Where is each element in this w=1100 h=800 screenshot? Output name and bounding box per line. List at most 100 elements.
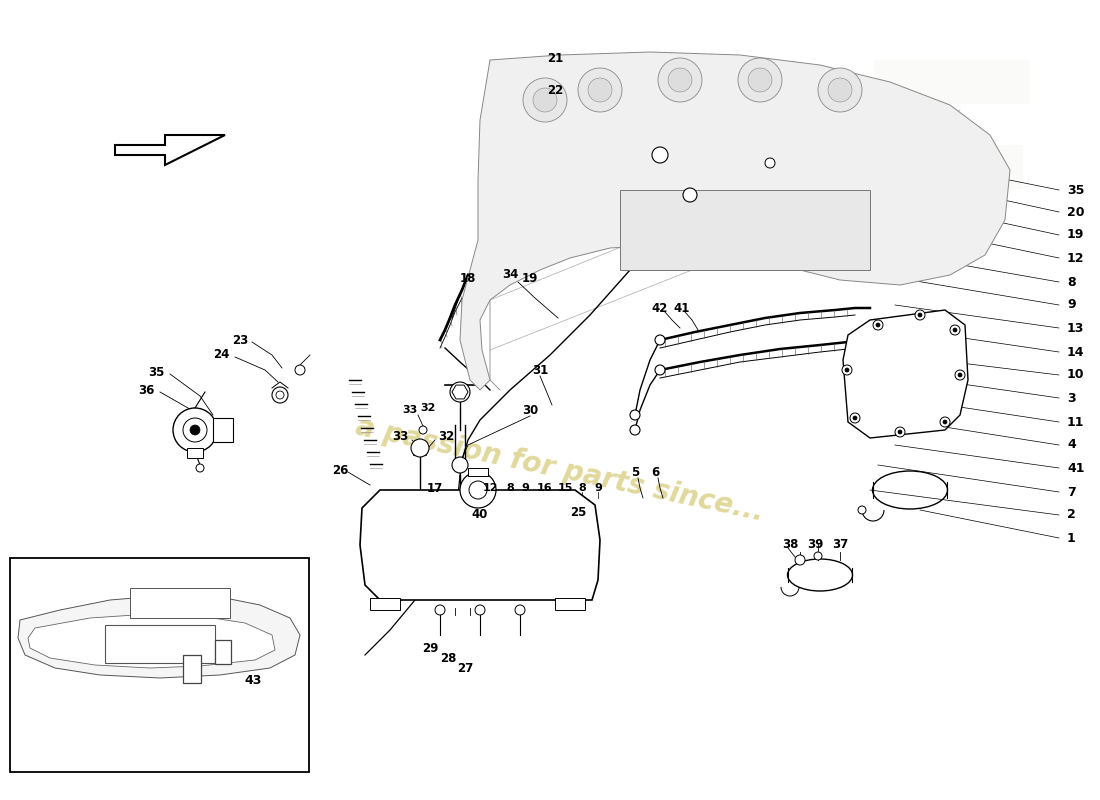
Text: 34: 34: [502, 269, 518, 282]
Text: 42: 42: [652, 302, 668, 314]
Text: 15: 15: [558, 483, 573, 493]
Text: 21: 21: [547, 51, 563, 65]
Circle shape: [764, 158, 776, 168]
Text: 25: 25: [570, 506, 586, 518]
Text: 38: 38: [782, 538, 799, 551]
Circle shape: [958, 373, 962, 377]
Circle shape: [652, 147, 668, 163]
Text: 8: 8: [1067, 275, 1076, 289]
Circle shape: [940, 417, 950, 427]
Circle shape: [630, 425, 640, 435]
Circle shape: [534, 88, 557, 112]
Text: 14: 14: [1067, 346, 1085, 358]
Circle shape: [173, 408, 217, 452]
Text: 6: 6: [651, 466, 659, 478]
Text: 16: 16: [537, 483, 553, 493]
Text: 33: 33: [392, 430, 408, 443]
Text: 32: 32: [438, 430, 454, 443]
Circle shape: [842, 365, 852, 375]
Text: 24: 24: [213, 349, 230, 362]
Text: 31: 31: [532, 363, 548, 377]
Circle shape: [522, 78, 566, 122]
Circle shape: [434, 605, 446, 615]
Circle shape: [515, 605, 525, 615]
Circle shape: [852, 416, 857, 420]
Circle shape: [738, 58, 782, 102]
Text: 27: 27: [456, 662, 473, 674]
Circle shape: [955, 370, 965, 380]
Text: 19: 19: [1067, 229, 1085, 242]
Circle shape: [918, 313, 922, 317]
Circle shape: [668, 68, 692, 92]
Text: 18: 18: [460, 271, 476, 285]
Text: 12: 12: [1067, 251, 1085, 265]
Circle shape: [873, 320, 883, 330]
Text: 33: 33: [403, 405, 418, 415]
Text: 37: 37: [832, 538, 848, 551]
Circle shape: [183, 418, 207, 442]
Circle shape: [795, 555, 805, 565]
Bar: [187, 448, 204, 458]
Circle shape: [876, 323, 880, 327]
Circle shape: [630, 410, 640, 420]
Circle shape: [654, 365, 666, 375]
Circle shape: [578, 68, 621, 112]
Circle shape: [658, 58, 702, 102]
Text: 30: 30: [521, 403, 538, 417]
Bar: [214, 640, 231, 664]
Polygon shape: [843, 310, 968, 438]
Text: 35: 35: [148, 366, 165, 378]
Circle shape: [190, 425, 200, 435]
Circle shape: [898, 430, 902, 434]
Text: 5: 5: [631, 466, 639, 478]
Circle shape: [475, 605, 485, 615]
Text: 32: 32: [420, 403, 436, 413]
Text: 22: 22: [547, 83, 563, 97]
Circle shape: [450, 382, 470, 402]
Bar: [130, 588, 230, 618]
Circle shape: [295, 365, 305, 375]
Circle shape: [748, 68, 772, 92]
Circle shape: [196, 464, 204, 472]
Circle shape: [828, 78, 852, 102]
Text: a passion for parts since...: a passion for parts since...: [353, 413, 767, 527]
Text: 4: 4: [1067, 438, 1076, 451]
Circle shape: [895, 427, 905, 437]
Polygon shape: [28, 614, 275, 668]
Circle shape: [953, 328, 957, 332]
Text: 40: 40: [472, 509, 488, 522]
Polygon shape: [452, 385, 468, 399]
Text: 12: 12: [482, 483, 497, 493]
Bar: [468, 468, 488, 476]
FancyBboxPatch shape: [10, 558, 309, 772]
Polygon shape: [460, 52, 1010, 390]
Ellipse shape: [872, 471, 947, 509]
Bar: [556, 598, 585, 610]
Bar: [370, 598, 400, 610]
Text: 26: 26: [332, 463, 349, 477]
Polygon shape: [360, 490, 600, 600]
Text: 8: 8: [506, 483, 514, 493]
Text: 39: 39: [806, 538, 823, 551]
Circle shape: [411, 439, 429, 457]
Text: 9: 9: [1067, 298, 1076, 311]
Circle shape: [588, 78, 612, 102]
Circle shape: [450, 510, 470, 530]
Bar: [453, 520, 468, 540]
Circle shape: [469, 481, 487, 499]
Bar: [620, 190, 870, 270]
Text: 23: 23: [232, 334, 248, 346]
Text: 35: 35: [1067, 183, 1085, 197]
Circle shape: [654, 335, 666, 345]
Text: 1: 1: [1067, 531, 1076, 545]
Text: 13: 13: [1067, 322, 1085, 334]
Circle shape: [850, 413, 860, 423]
Text: 10: 10: [1067, 369, 1085, 382]
Circle shape: [818, 68, 862, 112]
Circle shape: [943, 420, 947, 424]
Text: 41: 41: [1067, 462, 1085, 474]
Ellipse shape: [788, 559, 853, 591]
Circle shape: [419, 426, 427, 434]
Text: 19: 19: [521, 271, 538, 285]
Circle shape: [452, 457, 468, 473]
